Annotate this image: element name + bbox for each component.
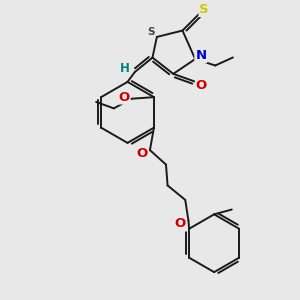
Text: S: S	[148, 27, 155, 37]
Text: N: N	[195, 50, 206, 62]
Text: O: O	[136, 147, 148, 160]
Text: O: O	[118, 91, 130, 103]
Text: H: H	[120, 61, 130, 74]
Text: S: S	[200, 3, 209, 16]
Text: O: O	[196, 80, 207, 92]
Text: O: O	[175, 218, 186, 230]
